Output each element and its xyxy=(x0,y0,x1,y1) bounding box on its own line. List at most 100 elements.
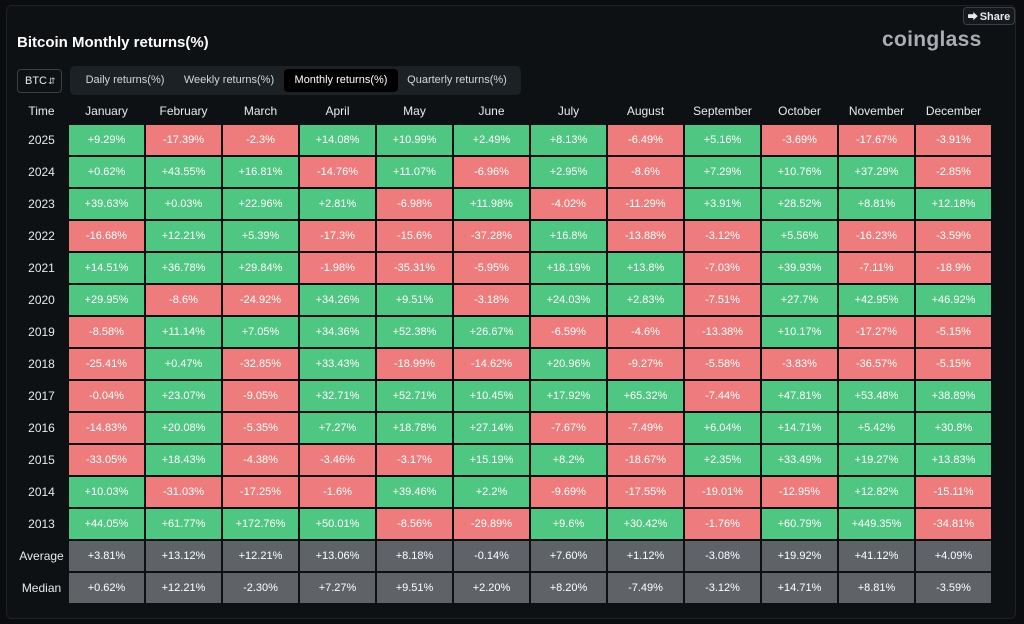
return-cell: +13.06% xyxy=(299,540,376,572)
return-cell: -15.6% xyxy=(376,220,453,252)
return-cell: -14.76% xyxy=(299,156,376,188)
return-cell: -1.6% xyxy=(299,476,376,508)
return-cell: +449.35% xyxy=(838,508,915,540)
table-row: 2016 -14.83% +20.08% -5.35% +7.27% +18.78% +27… xyxy=(15,412,992,444)
month-header: February xyxy=(159,103,208,118)
return-cell: +2.35% xyxy=(684,444,761,476)
return-cell: +27.7% xyxy=(761,284,838,316)
return-cell: -24.92% xyxy=(222,284,299,316)
return-cell: +34.26% xyxy=(299,284,376,316)
return-cell: -5.15% xyxy=(915,348,992,380)
month-header: March xyxy=(243,103,278,118)
share-button[interactable]: ⮕ Share xyxy=(963,7,1015,25)
return-cell: +0.62% xyxy=(68,156,145,188)
return-cell: +30.8% xyxy=(915,412,992,444)
return-cell: +13.83% xyxy=(915,444,992,476)
return-cell: -3.59% xyxy=(915,572,992,604)
return-cell: +13.8% xyxy=(607,252,684,284)
return-cell: -13.38% xyxy=(684,316,761,348)
stat-row: Average +3.81% +13.12% +12.21% +13.06% +8.18%… xyxy=(15,540,992,572)
return-cell: -0.14% xyxy=(453,540,530,572)
month-header: December xyxy=(925,103,982,118)
return-cell: +10.03% xyxy=(68,476,145,508)
tab-weekly[interactable]: Weekly returns(%) xyxy=(183,74,275,86)
return-cell: +9.6% xyxy=(530,508,607,540)
return-cell: -6.59% xyxy=(530,316,607,348)
return-cell: +27.14% xyxy=(453,412,530,444)
return-cell: +11.98% xyxy=(453,188,530,220)
return-cell: +10.76% xyxy=(761,156,838,188)
return-cell: +16.8% xyxy=(530,220,607,252)
return-cell: -3.83% xyxy=(761,348,838,380)
return-cell: +8.81% xyxy=(838,188,915,220)
return-cell: +8.13% xyxy=(530,124,607,156)
share-label: Share xyxy=(979,11,1011,23)
return-cell: +20.96% xyxy=(530,348,607,380)
return-cell: -3.69% xyxy=(761,124,838,156)
return-cell: +34.36% xyxy=(299,316,376,348)
return-cell: +7.60% xyxy=(530,540,607,572)
return-cell: +1.12% xyxy=(607,540,684,572)
month-header: August xyxy=(626,103,665,118)
return-cell: -18.67% xyxy=(607,444,684,476)
return-cell: +7.27% xyxy=(299,572,376,604)
return-cell: -4.6% xyxy=(607,316,684,348)
table-row: 2024 +0.62% +43.55% +16.81% -14.76% +11.07% -6… xyxy=(15,156,992,188)
return-cell: -11.29% xyxy=(607,188,684,220)
table-row: 2019 -8.58% +11.14% +7.05% +34.36% +52.38% +26… xyxy=(15,316,992,348)
year-label: 2013 xyxy=(28,517,55,531)
table-row: 2021 +14.51% +36.78% +29.84% -1.98% -35.31% -5… xyxy=(15,252,992,284)
return-cell: -8.56% xyxy=(376,508,453,540)
coin-select[interactable]: BTC ⇵ xyxy=(17,69,62,93)
tab-daily[interactable]: Daily returns(%) xyxy=(85,74,165,86)
return-cell: -17.3% xyxy=(299,220,376,252)
return-cell: +5.56% xyxy=(761,220,838,252)
return-cell: -7.51% xyxy=(684,284,761,316)
up-down-chevron-icon: ⇵ xyxy=(48,76,56,86)
return-cell: -12.95% xyxy=(761,476,838,508)
tab-monthly[interactable]: Monthly returns(%) xyxy=(284,69,398,92)
return-cell: -9.69% xyxy=(530,476,607,508)
return-cell: -5.35% xyxy=(222,412,299,444)
year-label: 2017 xyxy=(28,389,55,403)
return-cell: -2.85% xyxy=(915,156,992,188)
return-cell: -25.41% xyxy=(68,348,145,380)
return-cell: -31.03% xyxy=(145,476,222,508)
page-title: Bitcoin Monthly returns(%) xyxy=(17,34,209,51)
return-cell: +13.12% xyxy=(145,540,222,572)
return-cell: -1.98% xyxy=(299,252,376,284)
stat-label: Average xyxy=(19,549,64,563)
return-cell: -5.15% xyxy=(915,316,992,348)
return-cell: +18.78% xyxy=(376,412,453,444)
return-cell: +22.96% xyxy=(222,188,299,220)
year-label: 2014 xyxy=(28,485,55,499)
return-cell: -1.76% xyxy=(684,508,761,540)
year-label: 2016 xyxy=(28,421,55,435)
return-cell: -6.98% xyxy=(376,188,453,220)
return-cell: -32.85% xyxy=(222,348,299,380)
return-cell: +42.95% xyxy=(838,284,915,316)
return-cell: +36.78% xyxy=(145,252,222,284)
return-cell: +8.2% xyxy=(530,444,607,476)
year-label: 2020 xyxy=(28,293,55,307)
return-cell: -9.05% xyxy=(222,380,299,412)
return-cell: +7.27% xyxy=(299,412,376,444)
return-cell: -3.17% xyxy=(376,444,453,476)
return-cell: +19.27% xyxy=(838,444,915,476)
return-cell: -15.11% xyxy=(915,476,992,508)
table-row: 2023 +39.63% +0.03% +22.96% +2.81% -6.98% +11.… xyxy=(15,188,992,220)
return-cell: +12.21% xyxy=(145,220,222,252)
year-label: 2019 xyxy=(28,325,55,339)
return-cell: +33.49% xyxy=(761,444,838,476)
coin-select-value: BTC xyxy=(25,75,47,87)
return-cell: +32.71% xyxy=(299,380,376,412)
return-cell: +12.21% xyxy=(145,572,222,604)
return-cell: +2.83% xyxy=(607,284,684,316)
tab-quarterly[interactable]: Quarterly returns(%) xyxy=(407,74,507,86)
return-cell: +20.08% xyxy=(145,412,222,444)
return-cell: +6.04% xyxy=(684,412,761,444)
return-cell: -16.68% xyxy=(68,220,145,252)
return-cell: +23.07% xyxy=(145,380,222,412)
table-row: 2013 +44.05% +61.77% +172.76% +50.01% -8.56% -… xyxy=(15,508,992,540)
return-cell: +10.99% xyxy=(376,124,453,156)
